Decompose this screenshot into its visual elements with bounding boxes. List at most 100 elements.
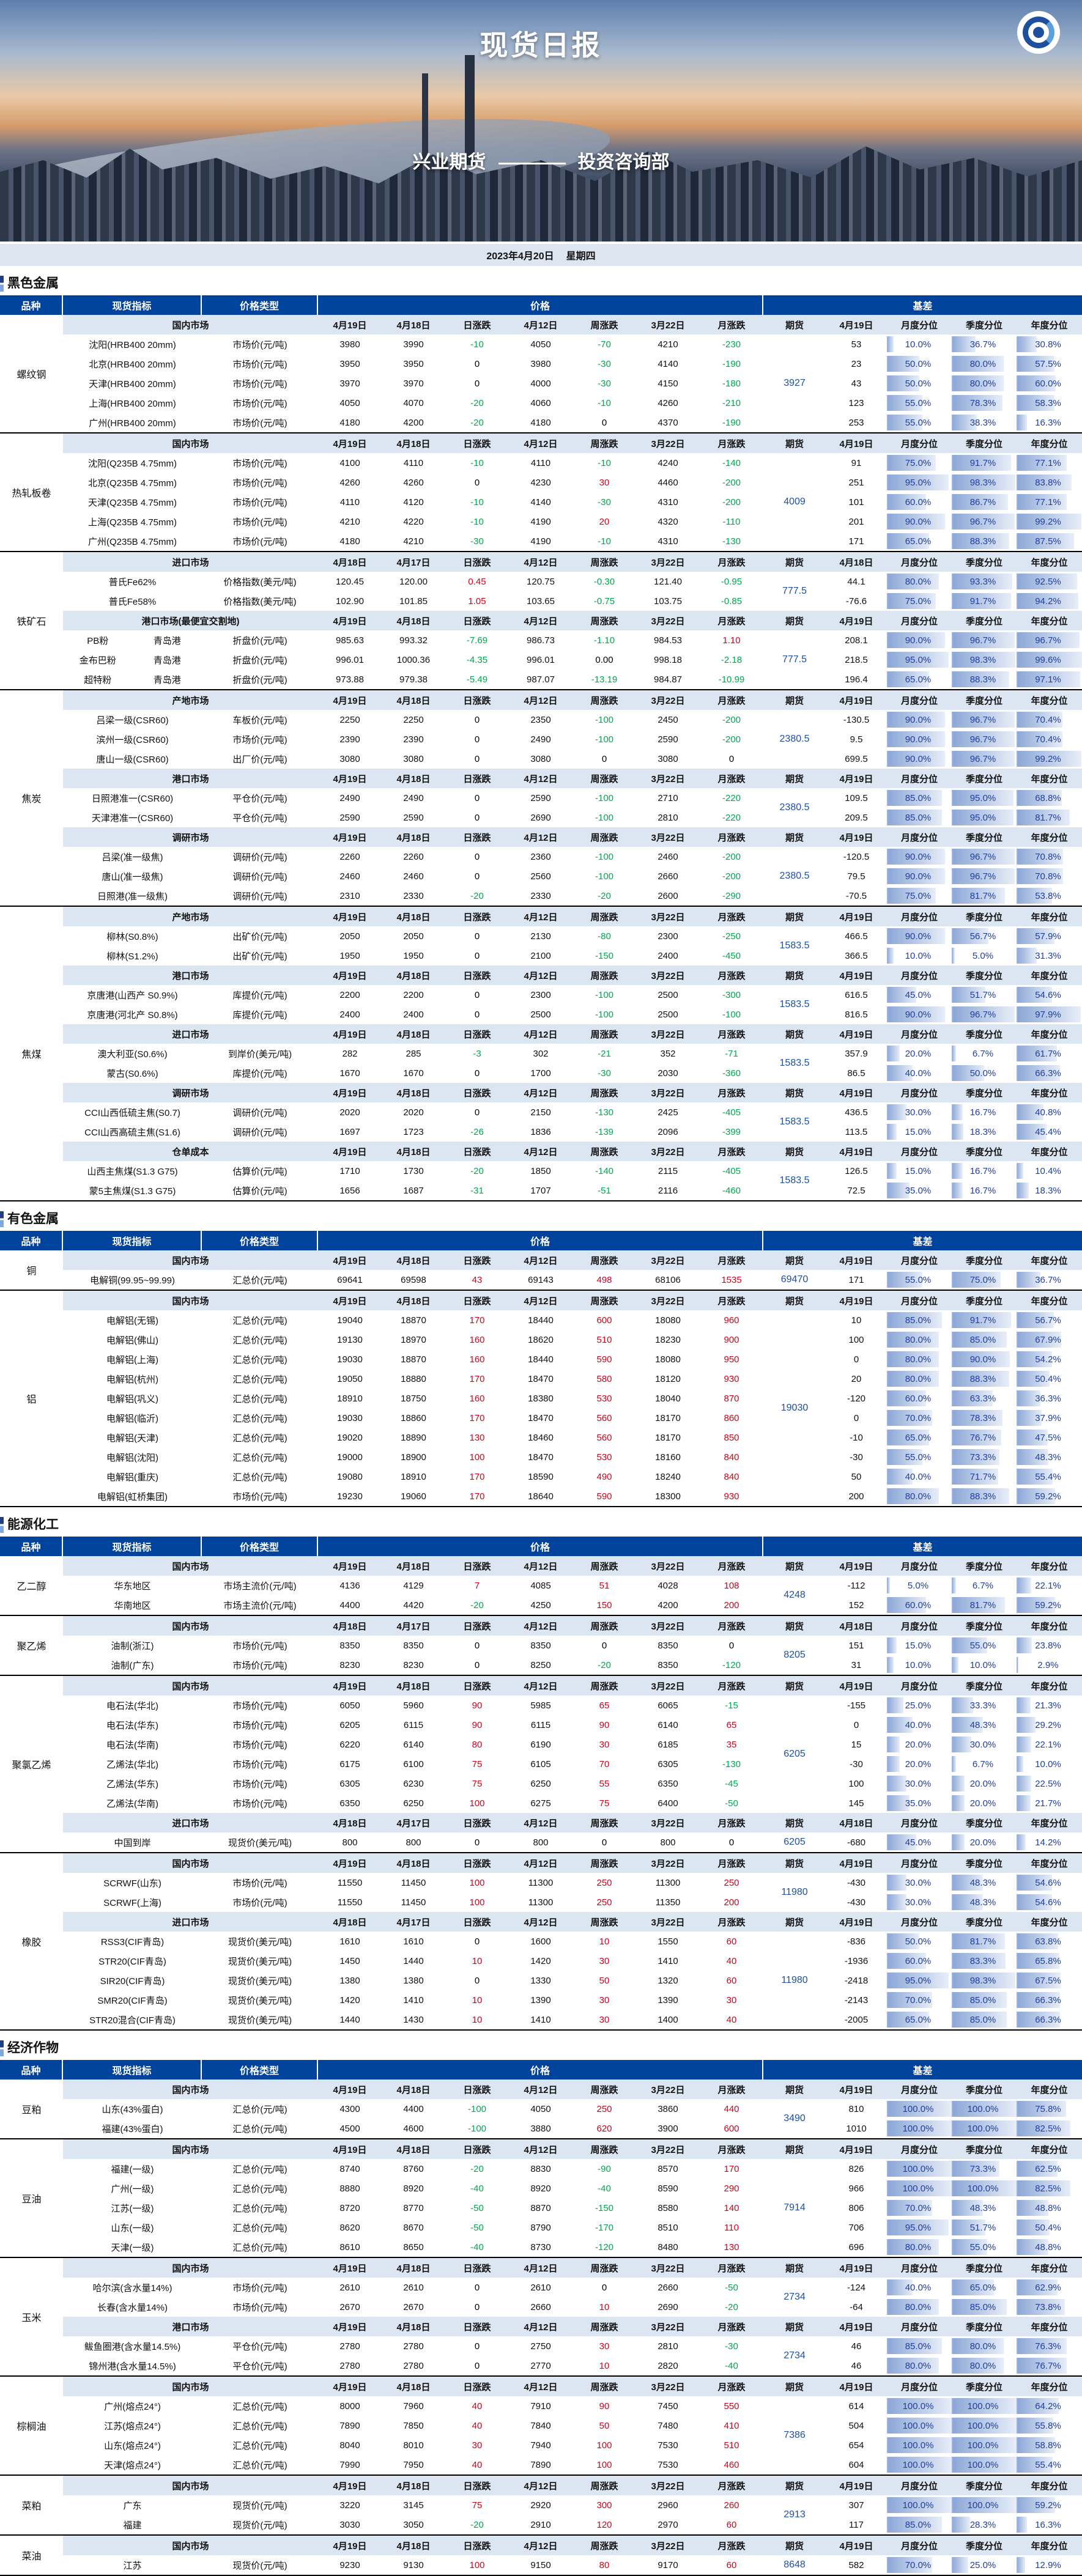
weekly-change: 530 xyxy=(596,1393,612,1404)
monthly-change-label: 月涨跌 xyxy=(700,769,763,788)
futures-label: 期货 xyxy=(763,2476,826,2495)
price-current: 2610 xyxy=(339,2282,360,2293)
monthly-percentile-bar xyxy=(887,1875,906,1891)
monthly-percentile-value: 15.0% xyxy=(905,1126,932,1137)
monthly-percentile-bar xyxy=(887,415,923,430)
quarterly-percentile-value: 96.7% xyxy=(969,516,996,527)
spot-indicator: 吕梁(准一级焦) xyxy=(63,847,202,866)
section-title-text: 有色金属 xyxy=(7,1212,59,1226)
quarterly-percentile-bar xyxy=(952,2200,984,2216)
yearly-percentile-bar xyxy=(1017,987,1053,1003)
quarterly-percentile: 20.0% xyxy=(952,1793,1017,1813)
date-previous: 4月18日 xyxy=(382,1142,445,1161)
product-name: 菜粕 xyxy=(21,2501,42,2512)
monthly-change: 260 xyxy=(724,2500,739,2511)
monthly-percentile: 30.0% xyxy=(887,1892,952,1912)
weekly-change: -120 xyxy=(595,2242,614,2253)
yearly-percentile: 87.5% xyxy=(1017,531,1082,551)
monthly-change: 900 xyxy=(724,1334,739,1345)
daily-change: 170 xyxy=(469,1412,485,1423)
yearly-percentile-value: 99.2% xyxy=(1035,516,1061,527)
yearly-percentile-value: 50.4% xyxy=(1035,2222,1061,2233)
price-week: 18440 xyxy=(528,1315,554,1326)
price-month: 2600 xyxy=(658,890,678,901)
yearly-percentile-label: 年度分位 xyxy=(1017,1853,1082,1873)
spot-indicator: 广州(熔点24°) xyxy=(63,2396,202,2416)
monthly-change-label: 月涨跌 xyxy=(700,1556,763,1576)
date-previous: 4月17日 xyxy=(382,1813,445,1832)
monthly-percentile-label: 月度分位 xyxy=(887,2139,952,2159)
monthly-change-label: 月涨跌 xyxy=(700,552,763,572)
daily-change: 90 xyxy=(472,1719,483,1730)
monthly-percentile-value: 40.0% xyxy=(905,1719,932,1730)
price-current: 2310 xyxy=(339,890,360,901)
yearly-percentile-bar xyxy=(1017,1163,1024,1179)
monthly-change-label: 月涨跌 xyxy=(700,2377,763,2396)
basis-date: 4月19日 xyxy=(826,1250,887,1270)
basis-value: 810 xyxy=(848,2103,864,2114)
price-month: 2660 xyxy=(658,2282,678,2293)
weekly-change-label: 周涨跌 xyxy=(572,1250,636,1270)
daily-change: 0 xyxy=(474,1107,480,1118)
price-current: 6305 xyxy=(339,1778,360,1789)
date-current: 4月19日 xyxy=(318,1250,382,1270)
price-current: 2490 xyxy=(339,792,360,803)
indicator-name: 电解铝(上海) xyxy=(106,1354,158,1365)
week-date: 4月12日 xyxy=(509,769,572,788)
quarterly-percentile-value: 36.7% xyxy=(969,339,996,350)
quarterly-percentile-value: 65.0% xyxy=(969,2282,996,2293)
monthly-percentile-bar xyxy=(887,2220,949,2235)
price-month: 3080 xyxy=(658,753,678,764)
quarterly-percentile-value: 6.7% xyxy=(972,1580,994,1591)
week-date: 4月12日 xyxy=(509,827,572,847)
quarterly-percentile-bar xyxy=(952,2358,1004,2374)
price-type: 平仓价(元/吨) xyxy=(232,793,287,804)
monthly-percentile: 100.0% xyxy=(887,2495,952,2515)
yearly-percentile-bar xyxy=(1017,2557,1025,2573)
basis-value: 145 xyxy=(848,1798,864,1809)
daily-change-label: 日涨跌 xyxy=(445,769,509,788)
indicator-name: 山东(熔点24°) xyxy=(104,2440,161,2451)
monthly-percentile-bar xyxy=(887,2120,952,2136)
quarterly-percentile-value: 100.0% xyxy=(967,2103,999,2114)
quarterly-percentile: 100.0% xyxy=(952,2099,1017,2119)
monthly-percentile: 95.0% xyxy=(887,1971,952,1990)
quarterly-percentile: 80.0% xyxy=(952,2356,1017,2375)
yearly-percentile-bar xyxy=(1017,356,1054,372)
monthly-percentile: 60.0% xyxy=(887,1595,952,1615)
weekly-change-label: 周涨跌 xyxy=(572,1912,636,1932)
price-current: 2590 xyxy=(339,812,360,823)
price-month: 2030 xyxy=(658,1068,678,1079)
price-previous: 18860 xyxy=(401,1412,426,1423)
monthly-percentile: 80.0% xyxy=(887,1369,952,1389)
weekly-change: 30 xyxy=(599,477,610,488)
product-block: 棕榈油 国内市场 4月19日 4月18日 日涨跌 4月12日 周涨跌 3月22日 月涨跌 期货 4月… xyxy=(0,2377,1082,2476)
report-date: 2023年4月20日 xyxy=(486,251,554,262)
price-week: 8730 xyxy=(530,2242,551,2253)
monthly-percentile-bar xyxy=(887,2457,952,2473)
monthly-change: 0 xyxy=(728,1837,735,1848)
header-price: 价格 xyxy=(318,2060,763,2080)
yearly-percentile: 57.5% xyxy=(1017,354,1082,374)
price-previous: 2780 xyxy=(403,2360,424,2371)
quarterly-percentile-bar xyxy=(952,514,1015,530)
monthly-percentile-bar xyxy=(887,1736,900,1752)
indicator-name: 电解铝(杭州) xyxy=(106,1374,158,1385)
price-current: 3080 xyxy=(339,753,360,764)
market-group: 国内市场 4月19日 4月18日 日涨跌 4月12日 周涨跌 3月22日 月涨跌 期货 4月19日… xyxy=(63,1853,1082,1912)
market-group: 港口市场 4月19日 4月18日 日涨跌 4月12日 周涨跌 3月22日 月涨跌 期货 4月19日… xyxy=(63,965,1082,1024)
daily-change: -20 xyxy=(470,1165,484,1176)
weekly-change: -70 xyxy=(598,339,611,350)
price-month: 4370 xyxy=(658,417,678,428)
weekly-change: -100 xyxy=(595,871,614,882)
yearly-percentile-value: 16.3% xyxy=(1035,2519,1061,2530)
weekly-change-label: 周涨跌 xyxy=(572,1813,636,1832)
monthly-percentile-bar xyxy=(887,1006,946,1022)
spot-indicator: 电解铝(临沂) xyxy=(63,1408,202,1428)
monthly-percentile-bar xyxy=(887,632,946,648)
price-type: 市场价(元/吨) xyxy=(232,418,287,429)
monthly-percentile: 90.0% xyxy=(887,926,952,946)
yearly-percentile-label: 年度分位 xyxy=(1017,315,1082,334)
product-groups: 国内市场 4月18日 4月17日 日涨跌 4月12日 周涨跌 3月22日 月涨跌 期货 4月18日… xyxy=(63,1616,1082,1675)
quarterly-percentile-bar xyxy=(952,1597,1005,1613)
